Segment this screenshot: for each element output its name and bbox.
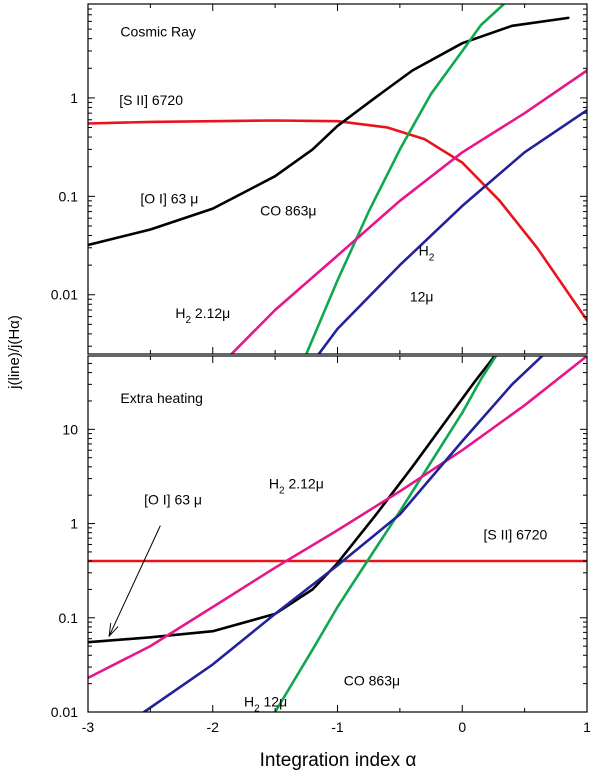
annotation-12: 12μ xyxy=(410,289,434,305)
series-line-o-i-63 xyxy=(88,356,496,644)
y-tick-label: 0.1 xyxy=(59,188,79,204)
annotation-o-i-63: [O I] 63 μ xyxy=(144,491,202,507)
series-line-h2-12 xyxy=(142,356,544,712)
series-line-co-863 xyxy=(273,356,498,712)
x-axis-label: Integration index α xyxy=(260,750,417,771)
y-tick-label: 10 xyxy=(62,421,78,437)
panel-cosmic-ray: 0.01 0.1 1 Cosmic Ray [S II] 6720 [O I] 63 μ C… xyxy=(51,3,588,355)
annotation-cosmic-ray: Cosmic Ray xyxy=(120,24,195,40)
y-tick-label: 1 xyxy=(70,516,78,532)
annotation-s-ii-6720: [S II] 6720 xyxy=(119,92,183,108)
y-axis-label: j(line)/j(Hα) xyxy=(6,315,23,390)
panel-extra-heating: -3 -2 -1 0 1 0.01 0.1 1 10 Extra heating [O I] 63 … xyxy=(51,355,591,735)
series-line-o-i-63 xyxy=(88,16,570,247)
x-tick-label: -2 xyxy=(207,719,220,735)
y-tick-label: 0.1 xyxy=(59,610,79,626)
plot-frame xyxy=(87,3,588,355)
y-tick-label: 0.01 xyxy=(51,287,78,303)
series-line-h2-12 xyxy=(317,108,587,354)
annotation-h2-12: H2 12μ xyxy=(244,693,287,714)
x-tick-label: -3 xyxy=(82,719,95,735)
x-tick-label: -1 xyxy=(331,719,344,735)
x-tick-label: 1 xyxy=(583,719,591,735)
annotation-co-863: CO 863μ xyxy=(344,673,400,689)
annotation-h2: H2 xyxy=(419,243,435,264)
annotation-h2-2-12: H2 2.12μ xyxy=(269,476,324,497)
annotation-arrow xyxy=(108,525,161,638)
series-line-h2-2-12 xyxy=(88,356,587,680)
series-line-s-ii-6720 xyxy=(88,119,587,322)
series-line-h2-2-12 xyxy=(230,69,587,354)
series-line-co-863 xyxy=(305,4,505,354)
y-tick-label: 1 xyxy=(70,90,78,106)
annotation-o-i-63: [O I] 63 μ xyxy=(140,190,198,206)
annotation-co-863: CO 863μ xyxy=(260,202,316,218)
annotation-h2-2-12: H2 2.12μ xyxy=(175,305,230,326)
y-tick-label: 0.01 xyxy=(51,704,78,720)
annotation-s-ii-6720: [S II] 6720 xyxy=(483,526,547,542)
annotation-extra-heating: Extra heating xyxy=(120,390,203,406)
x-tick-label: 0 xyxy=(458,719,466,735)
